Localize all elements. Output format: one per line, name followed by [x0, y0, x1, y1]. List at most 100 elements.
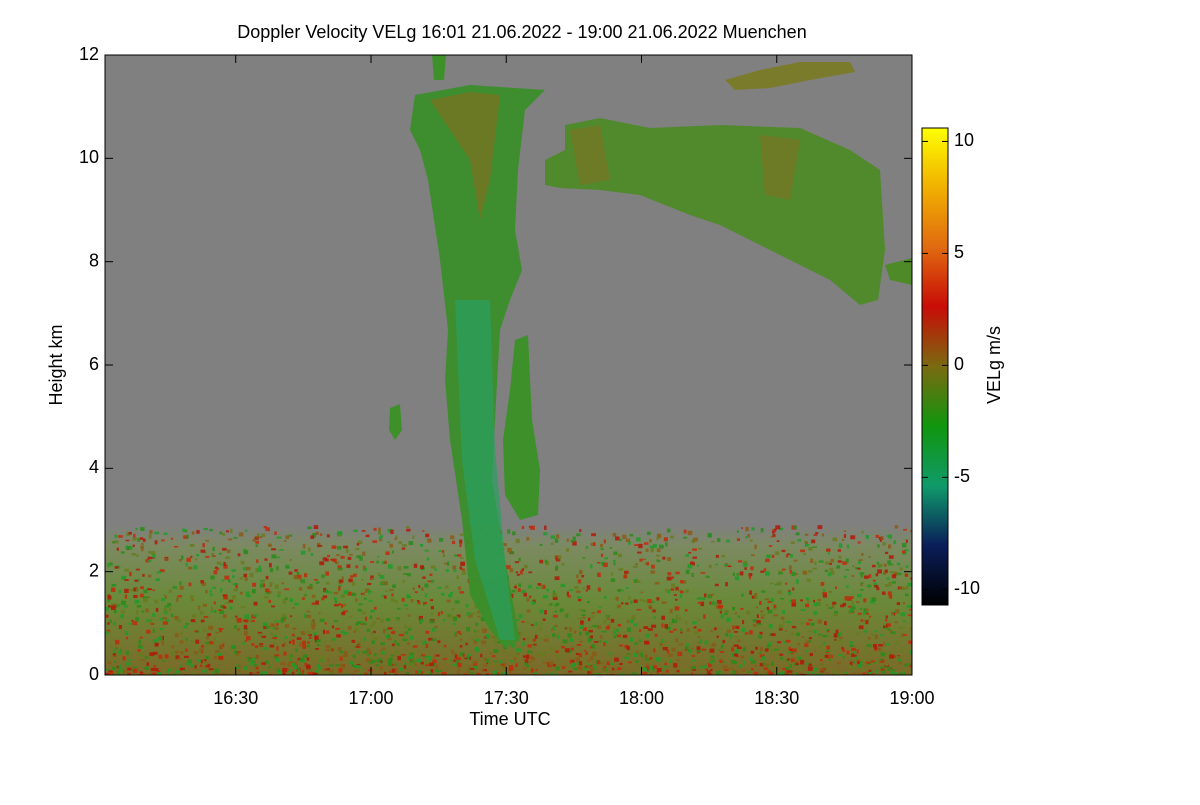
texture-speck: [763, 667, 769, 670]
texture-speck: [125, 539, 130, 542]
texture-speck: [795, 573, 798, 575]
texture-speck: [328, 664, 334, 667]
texture-speck: [179, 585, 184, 590]
texture-speck: [391, 643, 395, 647]
texture-speck: [135, 568, 140, 571]
texture-speck: [786, 621, 791, 624]
texture-speck: [554, 555, 559, 560]
texture-speck: [268, 665, 271, 669]
texture-speck: [418, 584, 421, 588]
texture-speck: [646, 561, 650, 566]
texture-speck: [302, 597, 305, 600]
texture-speck: [652, 543, 657, 548]
texture-speck: [309, 583, 313, 588]
texture-speck: [152, 613, 156, 617]
texture-speck: [709, 673, 713, 675]
texture-speck: [261, 533, 266, 537]
texture-speck: [274, 654, 280, 657]
texture-speck: [649, 656, 653, 660]
texture-speck: [796, 632, 801, 637]
texture-speck: [771, 554, 775, 558]
texture-speck: [893, 611, 897, 613]
texture-speck: [388, 662, 393, 667]
texture-speck: [636, 537, 641, 542]
texture-speck: [692, 548, 698, 551]
texture-speck: [311, 625, 315, 630]
texture-speck: [875, 669, 878, 674]
texture-speck: [422, 530, 425, 532]
texture-speck: [146, 596, 151, 599]
texture-speck: [243, 573, 247, 578]
texture-speck: [660, 638, 664, 643]
texture-speck: [283, 651, 287, 656]
texture-speck: [853, 650, 856, 654]
texture-speck: [227, 538, 233, 541]
texture-speck: [355, 548, 360, 551]
texture-speck: [394, 650, 399, 655]
texture-speck: [742, 647, 746, 652]
texture-speck: [244, 620, 249, 623]
texture-speck: [809, 652, 813, 657]
texture-speck: [340, 594, 345, 598]
texture-speck: [246, 656, 250, 660]
texture-speck: [890, 673, 894, 675]
texture-speck: [118, 625, 122, 630]
texture-speck: [420, 565, 425, 570]
texture-speck: [603, 619, 607, 624]
texture-speck: [554, 610, 557, 613]
texture-speck: [610, 673, 615, 675]
texture-speck: [325, 645, 331, 649]
texture-speck: [813, 667, 818, 672]
texture-speck: [774, 583, 780, 586]
texture-speck: [288, 571, 293, 575]
texture-speck: [656, 560, 661, 563]
texture-speck: [459, 652, 465, 657]
texture-speck: [805, 650, 809, 653]
texture-speck: [233, 536, 238, 539]
texture-speck: [523, 564, 528, 569]
texture-speck: [338, 603, 342, 606]
texture-speck: [382, 629, 386, 634]
texture-speck: [131, 619, 134, 622]
texture-speck: [685, 643, 690, 646]
texture-speck: [241, 674, 247, 675]
texture-speck: [281, 582, 285, 585]
texture-speck: [424, 549, 429, 552]
texture-speck: [858, 625, 864, 630]
texture-speck: [591, 644, 595, 649]
texture-speck: [109, 619, 112, 624]
texture-speck: [200, 549, 206, 553]
texture-speck: [307, 526, 312, 530]
texture-speck: [857, 664, 863, 668]
texture-speck: [881, 591, 886, 595]
texture-speck: [894, 525, 899, 529]
texture-speck: [600, 673, 605, 675]
texture-speck: [357, 608, 362, 612]
texture-speck: [878, 644, 883, 647]
texture-speck: [848, 664, 851, 667]
texture-speck: [698, 666, 702, 668]
texture-speck: [382, 668, 386, 671]
texture-speck: [137, 537, 140, 542]
texture-speck: [837, 549, 842, 552]
texture-speck: [805, 640, 810, 644]
texture-speck: [554, 604, 559, 607]
texture-speck: [554, 576, 560, 581]
texture-speck: [785, 668, 789, 672]
chart-title: Doppler Velocity VELg 16:01 21.06.2022 -…: [237, 22, 806, 42]
texture-speck: [571, 662, 576, 668]
texture-speck: [112, 650, 116, 654]
texture-speck: [414, 591, 418, 594]
texture-speck: [388, 670, 392, 673]
texture-speck: [685, 554, 689, 557]
texture-speck: [299, 577, 302, 581]
texture-speck: [168, 603, 172, 607]
texture-speck: [847, 598, 852, 601]
texture-speck: [381, 561, 385, 565]
texture-speck: [756, 620, 761, 624]
texture-speck: [853, 660, 856, 664]
texture-speck: [409, 652, 414, 655]
texture-speck: [134, 579, 139, 582]
texture-speck: [356, 555, 362, 559]
texture-speck: [147, 559, 152, 562]
